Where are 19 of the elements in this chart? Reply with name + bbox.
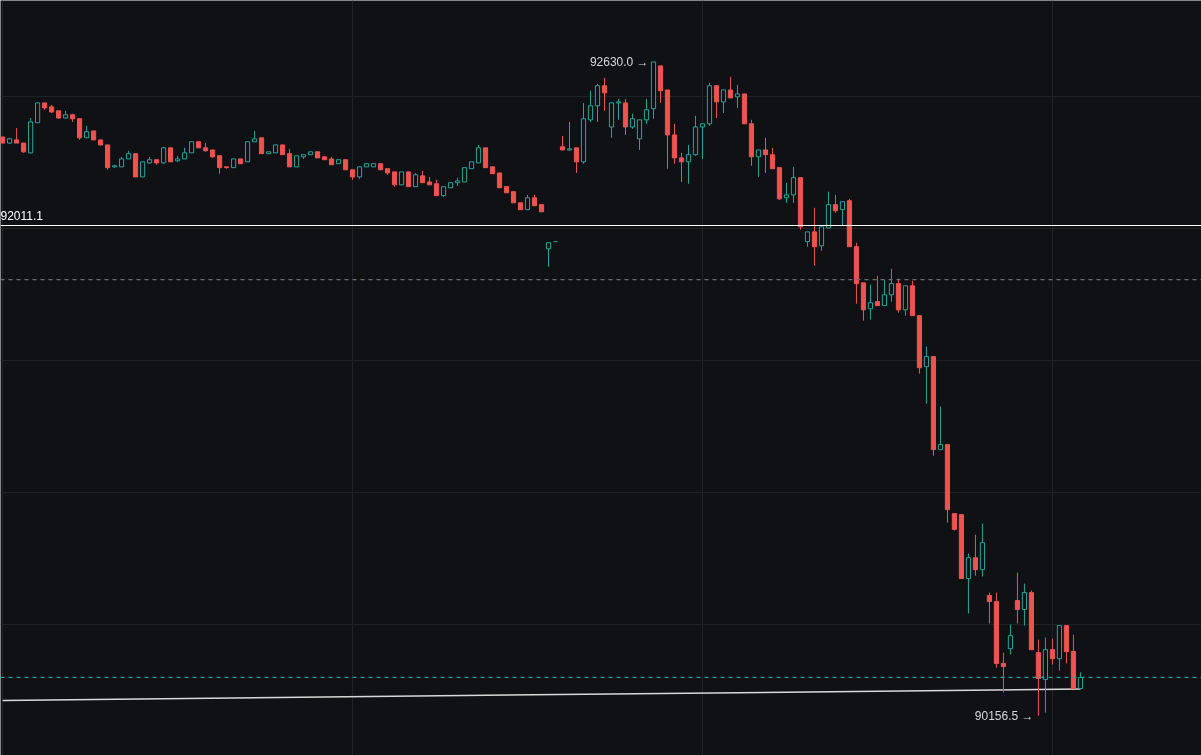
candlestick [1000, 652, 1007, 693]
annotation: 90156.5 → [974, 708, 1034, 723]
candlestick [811, 207, 818, 267]
annotation: 92630.0 → [589, 54, 649, 69]
candlestick [965, 552, 972, 614]
candlestick [1014, 572, 1021, 625]
candlestick [685, 144, 692, 185]
candlestick [867, 284, 874, 321]
candlestick [692, 115, 699, 156]
candlestick [832, 194, 839, 214]
candlestick [643, 98, 650, 125]
candlestick [972, 534, 979, 577]
candlestick [1035, 639, 1042, 717]
candlestick [783, 182, 790, 204]
candlestick [587, 90, 594, 123]
ref-line-label: 92011.1 [0, 208, 44, 223]
candlestick [923, 346, 930, 405]
candlestick [762, 137, 769, 174]
candlestick [580, 102, 587, 165]
